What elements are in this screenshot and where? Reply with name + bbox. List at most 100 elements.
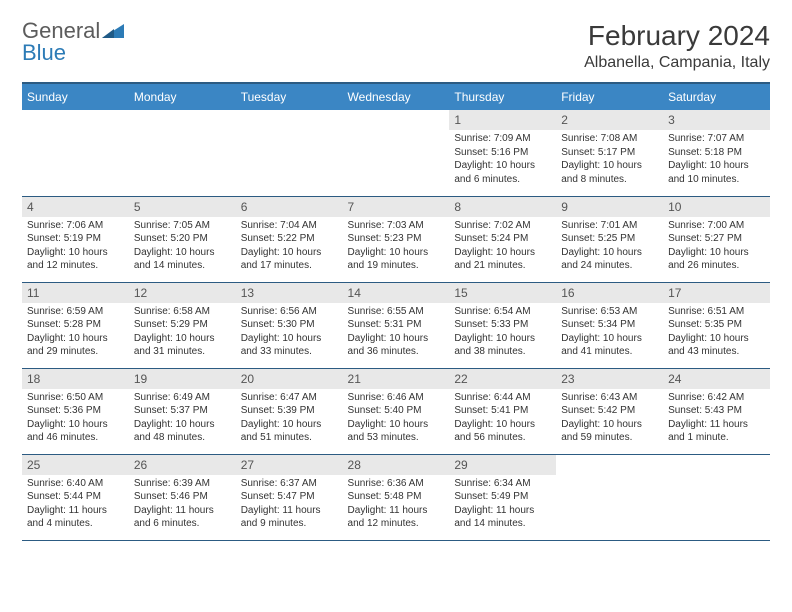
detail-line: Sunset: 5:24 PM xyxy=(454,232,551,246)
detail-line: Daylight: 10 hours xyxy=(561,159,658,173)
cell-details: Sunrise: 6:39 AMSunset: 5:46 PMDaylight:… xyxy=(129,475,236,535)
detail-line: Sunset: 5:42 PM xyxy=(561,404,658,418)
cell-details: Sunrise: 6:37 AMSunset: 5:47 PMDaylight:… xyxy=(236,475,343,535)
detail-line: Sunrise: 6:54 AM xyxy=(454,305,551,319)
cell-details: Sunrise: 6:36 AMSunset: 5:48 PMDaylight:… xyxy=(343,475,450,535)
calendar-cell: 2Sunrise: 7:08 AMSunset: 5:17 PMDaylight… xyxy=(556,110,663,196)
detail-line: Sunrise: 7:07 AM xyxy=(668,132,765,146)
detail-line: Sunset: 5:29 PM xyxy=(134,318,231,332)
detail-line: Daylight: 11 hours xyxy=(454,504,551,518)
title-block: February 2024 Albanella, Campania, Italy xyxy=(584,20,770,72)
detail-line: Sunset: 5:27 PM xyxy=(668,232,765,246)
detail-line: and 1 minute. xyxy=(668,431,765,445)
cell-details: Sunrise: 7:05 AMSunset: 5:20 PMDaylight:… xyxy=(129,217,236,277)
detail-line: Sunrise: 6:58 AM xyxy=(134,305,231,319)
calendar-cell: 25Sunrise: 6:40 AMSunset: 5:44 PMDayligh… xyxy=(22,454,129,540)
detail-line: Sunrise: 6:49 AM xyxy=(134,391,231,405)
detail-line: Sunrise: 6:59 AM xyxy=(27,305,124,319)
logo-text-gray: General xyxy=(22,20,100,42)
calendar-cell: 7Sunrise: 7:03 AMSunset: 5:23 PMDaylight… xyxy=(343,196,450,282)
detail-line: and 33 minutes. xyxy=(241,345,338,359)
cell-details: Sunrise: 6:49 AMSunset: 5:37 PMDaylight:… xyxy=(129,389,236,449)
calendar-cell xyxy=(343,110,450,196)
detail-line: Sunset: 5:36 PM xyxy=(27,404,124,418)
logo-triangle-icon xyxy=(102,20,124,42)
cell-details: Sunrise: 7:02 AMSunset: 5:24 PMDaylight:… xyxy=(449,217,556,277)
detail-line: Sunset: 5:18 PM xyxy=(668,146,765,160)
calendar-cell: 26Sunrise: 6:39 AMSunset: 5:46 PMDayligh… xyxy=(129,454,236,540)
cell-details: Sunrise: 7:03 AMSunset: 5:23 PMDaylight:… xyxy=(343,217,450,277)
detail-line: Sunrise: 6:50 AM xyxy=(27,391,124,405)
day-number: 25 xyxy=(22,455,129,475)
detail-line: Sunrise: 7:01 AM xyxy=(561,219,658,233)
detail-line: and 24 minutes. xyxy=(561,259,658,273)
detail-line: Sunset: 5:40 PM xyxy=(348,404,445,418)
calendar-cell xyxy=(663,454,770,540)
cell-details: Sunrise: 6:46 AMSunset: 5:40 PMDaylight:… xyxy=(343,389,450,449)
detail-line: Sunset: 5:31 PM xyxy=(348,318,445,332)
day-number: 6 xyxy=(236,197,343,217)
detail-line: and 6 minutes. xyxy=(454,173,551,187)
detail-line: Sunset: 5:20 PM xyxy=(134,232,231,246)
calendar-cell: 17Sunrise: 6:51 AMSunset: 5:35 PMDayligh… xyxy=(663,282,770,368)
calendar-cell: 23Sunrise: 6:43 AMSunset: 5:42 PMDayligh… xyxy=(556,368,663,454)
detail-line: and 43 minutes. xyxy=(668,345,765,359)
month-title: February 2024 xyxy=(584,20,770,52)
calendar-cell xyxy=(22,110,129,196)
detail-line: Daylight: 10 hours xyxy=(561,418,658,432)
detail-line: Daylight: 10 hours xyxy=(27,332,124,346)
detail-line: and 51 minutes. xyxy=(241,431,338,445)
detail-line: and 17 minutes. xyxy=(241,259,338,273)
day-number: 17 xyxy=(663,283,770,303)
detail-line: Sunset: 5:35 PM xyxy=(668,318,765,332)
calendar-cell: 9Sunrise: 7:01 AMSunset: 5:25 PMDaylight… xyxy=(556,196,663,282)
day-number: 26 xyxy=(129,455,236,475)
day-number: 13 xyxy=(236,283,343,303)
day-number: 14 xyxy=(343,283,450,303)
detail-line: Sunrise: 7:08 AM xyxy=(561,132,658,146)
detail-line: and 14 minutes. xyxy=(454,517,551,531)
detail-line: Sunrise: 7:06 AM xyxy=(27,219,124,233)
calendar-cell: 5Sunrise: 7:05 AMSunset: 5:20 PMDaylight… xyxy=(129,196,236,282)
day-header: Wednesday xyxy=(343,83,450,110)
detail-line: Daylight: 10 hours xyxy=(241,418,338,432)
detail-line: and 46 minutes. xyxy=(27,431,124,445)
cell-details: Sunrise: 6:56 AMSunset: 5:30 PMDaylight:… xyxy=(236,303,343,363)
detail-line: Daylight: 10 hours xyxy=(668,332,765,346)
detail-line: Sunrise: 7:09 AM xyxy=(454,132,551,146)
day-number: 28 xyxy=(343,455,450,475)
detail-line: and 31 minutes. xyxy=(134,345,231,359)
day-number: 11 xyxy=(22,283,129,303)
detail-line: Sunset: 5:30 PM xyxy=(241,318,338,332)
day-number: 12 xyxy=(129,283,236,303)
calendar-table: SundayMondayTuesdayWednesdayThursdayFrid… xyxy=(22,82,770,541)
cell-details: Sunrise: 6:53 AMSunset: 5:34 PMDaylight:… xyxy=(556,303,663,363)
detail-line: Sunrise: 6:43 AM xyxy=(561,391,658,405)
detail-line: Sunset: 5:25 PM xyxy=(561,232,658,246)
calendar-cell: 18Sunrise: 6:50 AMSunset: 5:36 PMDayligh… xyxy=(22,368,129,454)
day-number: 29 xyxy=(449,455,556,475)
calendar-cell: 8Sunrise: 7:02 AMSunset: 5:24 PMDaylight… xyxy=(449,196,556,282)
calendar-cell xyxy=(236,110,343,196)
detail-line: Sunrise: 6:56 AM xyxy=(241,305,338,319)
day-header: Sunday xyxy=(22,83,129,110)
detail-line: Sunset: 5:37 PM xyxy=(134,404,231,418)
calendar-row: 25Sunrise: 6:40 AMSunset: 5:44 PMDayligh… xyxy=(22,454,770,540)
detail-line: Daylight: 10 hours xyxy=(348,418,445,432)
logo: GeneralBlue xyxy=(22,20,124,64)
detail-line: Daylight: 10 hours xyxy=(134,418,231,432)
detail-line: Sunset: 5:34 PM xyxy=(561,318,658,332)
day-number: 21 xyxy=(343,369,450,389)
detail-line: and 8 minutes. xyxy=(561,173,658,187)
day-number: 15 xyxy=(449,283,556,303)
detail-line: Daylight: 11 hours xyxy=(241,504,338,518)
detail-line: Sunrise: 6:39 AM xyxy=(134,477,231,491)
detail-line: Sunrise: 6:44 AM xyxy=(454,391,551,405)
cell-details: Sunrise: 7:04 AMSunset: 5:22 PMDaylight:… xyxy=(236,217,343,277)
cell-details: Sunrise: 6:54 AMSunset: 5:33 PMDaylight:… xyxy=(449,303,556,363)
detail-line: Sunrise: 7:04 AM xyxy=(241,219,338,233)
calendar-cell xyxy=(556,454,663,540)
calendar-cell: 22Sunrise: 6:44 AMSunset: 5:41 PMDayligh… xyxy=(449,368,556,454)
calendar-cell: 1Sunrise: 7:09 AMSunset: 5:16 PMDaylight… xyxy=(449,110,556,196)
day-number: 1 xyxy=(449,110,556,130)
